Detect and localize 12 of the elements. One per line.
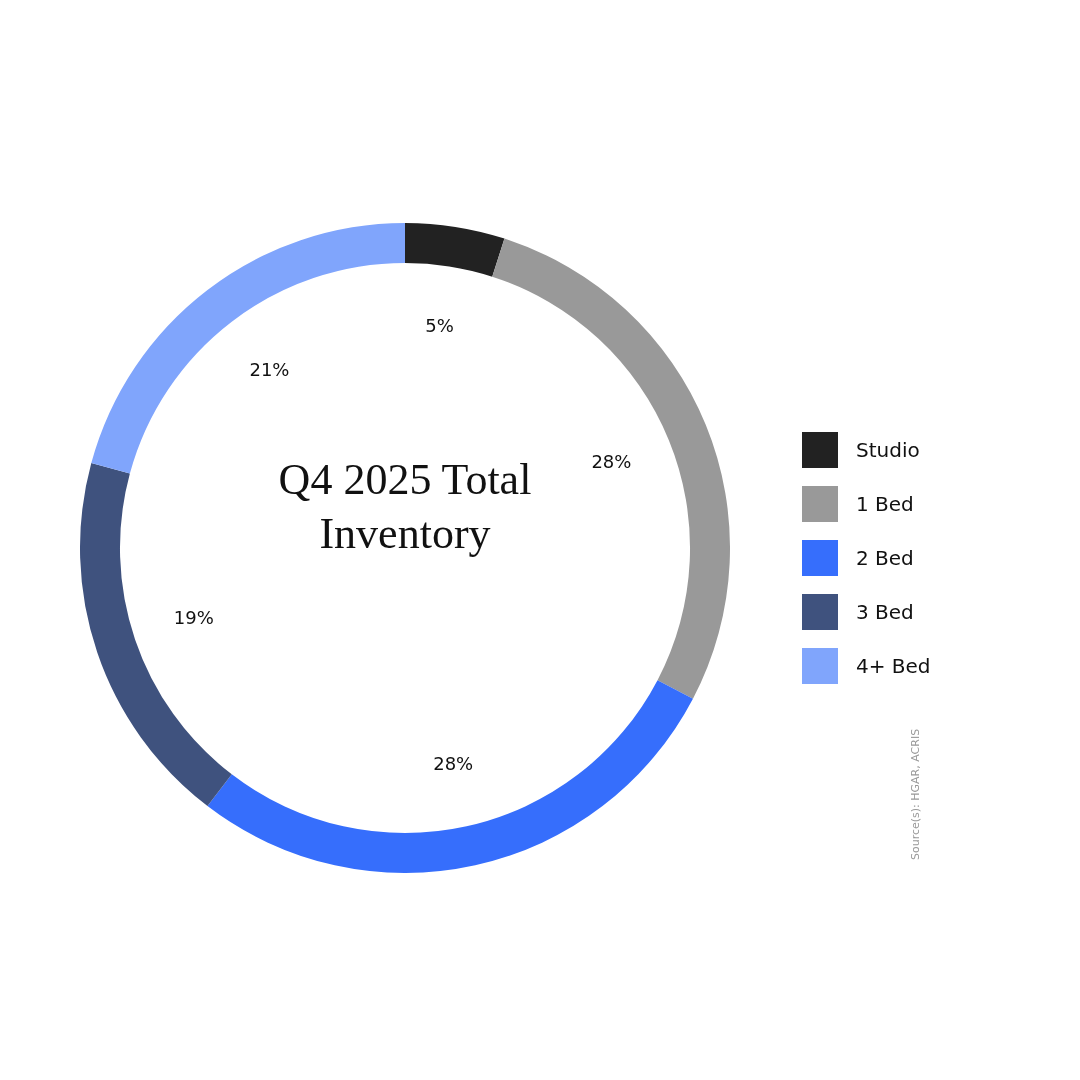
legend-label: 2 Bed xyxy=(856,546,914,570)
legend-label: Studio xyxy=(856,438,920,462)
text: Q4 2025 Total Inventory xyxy=(277,454,533,560)
source-note: Source(s): HGAR, ACRIS xyxy=(909,728,922,860)
data-label: 5% xyxy=(425,315,454,337)
data-label: 21% xyxy=(249,358,290,380)
legend-label: 4+ Bed xyxy=(856,654,931,678)
data-label: 19% xyxy=(173,607,214,629)
legend-label: 1 Bed xyxy=(856,492,914,516)
legend-label: 3 Bed xyxy=(856,600,914,624)
data-label: 28% xyxy=(433,753,474,775)
data-label: 28% xyxy=(591,451,632,473)
